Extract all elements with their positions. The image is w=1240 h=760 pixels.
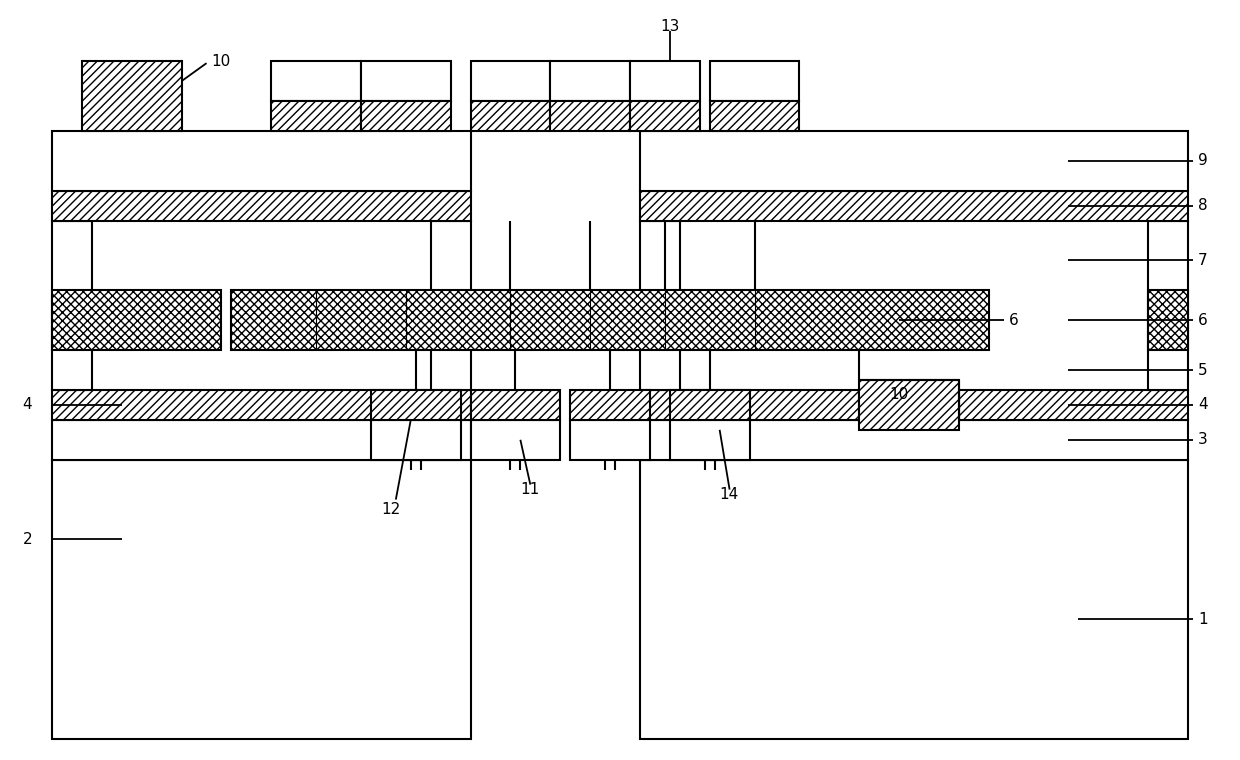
Bar <box>1148 290 1188 350</box>
Bar <box>470 101 551 131</box>
Text: 6: 6 <box>1198 312 1208 328</box>
Bar <box>52 131 470 191</box>
Bar <box>82 61 181 131</box>
Bar <box>52 390 470 420</box>
Bar <box>709 101 800 131</box>
Bar <box>630 101 699 131</box>
Bar <box>640 420 1188 460</box>
Bar <box>670 390 749 420</box>
Bar <box>52 460 470 739</box>
Text: 10: 10 <box>212 54 231 68</box>
Text: 6: 6 <box>1008 312 1018 328</box>
Bar <box>859 380 959 430</box>
Text: 9: 9 <box>1198 154 1208 168</box>
Bar <box>371 390 460 420</box>
Text: 12: 12 <box>381 502 401 517</box>
Text: 8: 8 <box>1198 198 1208 213</box>
Text: 7: 7 <box>1198 253 1208 268</box>
Bar <box>959 390 1188 420</box>
Bar <box>361 101 450 131</box>
Bar <box>551 61 630 101</box>
Bar <box>52 191 470 220</box>
Bar <box>470 390 560 420</box>
Bar <box>640 220 680 390</box>
Text: 14: 14 <box>719 487 739 502</box>
Bar <box>1148 220 1188 390</box>
Bar <box>52 290 222 350</box>
Text: 11: 11 <box>521 482 539 497</box>
Bar <box>670 420 749 460</box>
Bar <box>640 131 1188 191</box>
Text: 13: 13 <box>660 19 680 33</box>
Bar <box>640 460 1188 739</box>
Bar <box>371 420 460 460</box>
Bar <box>361 61 450 101</box>
Text: 10: 10 <box>889 388 908 403</box>
Text: 5: 5 <box>1198 363 1208 378</box>
Bar <box>640 390 859 420</box>
Text: 4: 4 <box>22 397 32 413</box>
Bar <box>272 61 361 101</box>
Text: 3: 3 <box>1198 432 1208 448</box>
Text: 2: 2 <box>22 532 32 547</box>
Bar <box>470 61 551 101</box>
Bar <box>52 420 470 460</box>
Bar <box>272 101 361 131</box>
Bar <box>232 290 988 350</box>
Bar <box>709 61 800 101</box>
Bar <box>630 61 699 101</box>
Text: 1: 1 <box>1198 612 1208 627</box>
Bar <box>570 390 650 420</box>
Bar <box>640 191 1188 220</box>
Bar <box>470 420 560 460</box>
Bar <box>551 101 630 131</box>
Bar <box>430 220 470 390</box>
Bar <box>570 420 650 460</box>
Text: 4: 4 <box>1198 397 1208 413</box>
Bar <box>52 220 92 390</box>
